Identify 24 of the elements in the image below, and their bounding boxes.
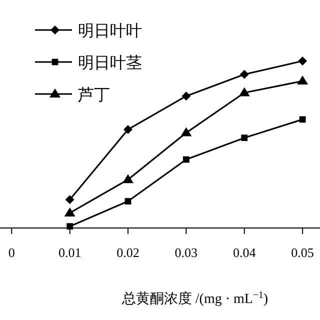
point xyxy=(66,223,74,230)
point xyxy=(182,92,191,101)
point xyxy=(238,87,250,96)
x-tick-label: 0.04 xyxy=(232,245,256,260)
point xyxy=(65,195,74,204)
x-axis-title: 总黄酮浓度 /(mg · mL$^{−1}$) xyxy=(120,290,268,307)
x-tick-label: 0.02 xyxy=(116,245,140,260)
point xyxy=(297,76,308,85)
legend-label: 芦丁 xyxy=(78,86,110,104)
point xyxy=(124,198,132,204)
legend-label: 明日叶叶 xyxy=(78,22,142,40)
x-tick-label: 0.03 xyxy=(174,245,198,260)
point xyxy=(182,156,190,163)
legend-label: 明日叶茎 xyxy=(78,54,142,72)
point xyxy=(240,70,249,79)
x-tick-label: 0.05 xyxy=(291,245,314,260)
x-tick-label: 0 xyxy=(8,245,15,260)
point xyxy=(298,56,308,66)
point xyxy=(64,207,76,216)
point xyxy=(124,124,132,134)
point xyxy=(180,127,192,136)
point xyxy=(122,174,134,184)
point xyxy=(241,134,248,142)
x-tick-label: 0.01 xyxy=(58,245,82,260)
